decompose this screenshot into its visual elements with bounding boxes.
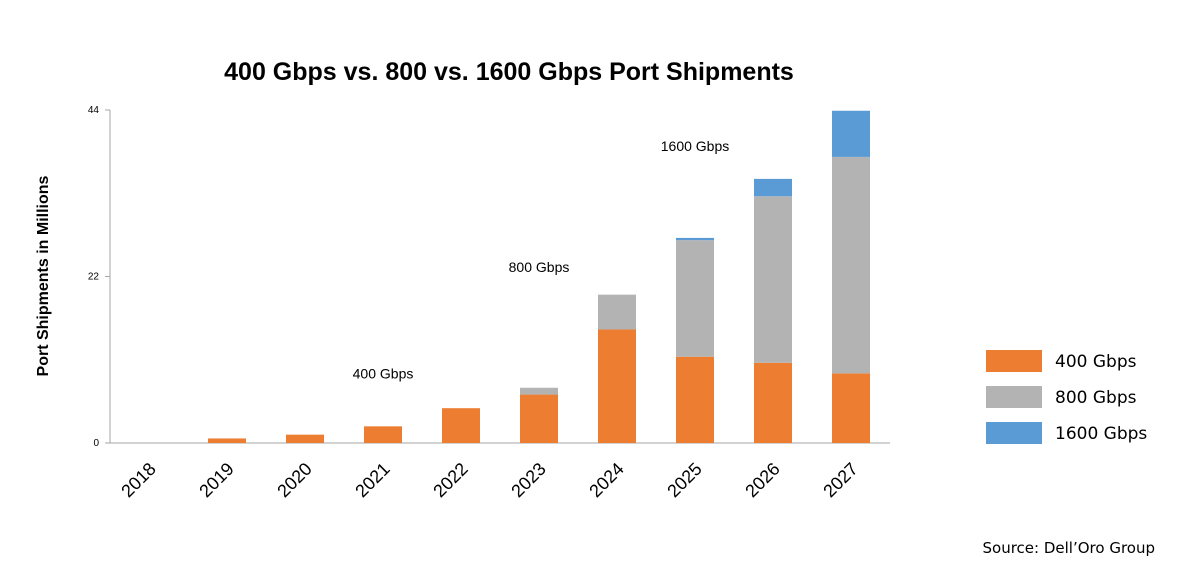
bar-1600-gbps-2025 — [676, 237, 714, 241]
bar-800-gbps-2023 — [520, 387, 558, 395]
legend: 400 Gbps 800 Gbps 1600 Gbps — [986, 350, 1147, 444]
bar-1600-gbps-2026 — [754, 178, 792, 197]
bar-400-gbps-2025 — [676, 356, 714, 443]
y-tick-label: 22 — [88, 272, 100, 283]
bar-400-gbps-2024 — [598, 329, 636, 443]
annotation-label: 400 Gbps — [353, 366, 414, 382]
y-tick-label: 44 — [88, 105, 100, 116]
annotations: 400 Gbps 800 Gbps 1600 Gbps — [353, 138, 730, 382]
bar-400-gbps-2021 — [364, 426, 402, 443]
bar-400-gbps-2022 — [442, 408, 480, 443]
annotation-label: 1600 Gbps — [661, 138, 730, 154]
bar-400-gbps-2023 — [520, 394, 558, 443]
bar-400-gbps-2026 — [754, 362, 792, 443]
x-tick-label: 2018 — [117, 459, 159, 501]
source-note: Source: Dell’Oro Group — [983, 539, 1155, 557]
bar-400-gbps-2019 — [208, 438, 246, 443]
y-axis-label: Port Shipments in Millions — [35, 175, 52, 376]
legend-label: 400 Gbps — [1055, 352, 1137, 372]
y-ticks: 0 22 44 — [88, 105, 110, 449]
bar-800-gbps-2025 — [676, 240, 714, 357]
legend-label: 800 Gbps — [1055, 388, 1137, 408]
legend-swatch-400-gbps — [986, 350, 1042, 372]
bars — [208, 110, 870, 443]
x-ticks: 2018 2019 2020 2021 2022 2023 2024 2025 2026 2027 — [117, 459, 861, 501]
legend-swatch-1600-gbps — [986, 422, 1042, 444]
x-tick-label: 2025 — [663, 459, 705, 501]
x-tick-label: 2023 — [507, 459, 549, 501]
x-tick-label: 2020 — [273, 459, 315, 501]
annotation-label: 800 Gbps — [509, 259, 570, 275]
bar-800-gbps-2026 — [754, 196, 792, 363]
legend-swatch-800-gbps — [986, 386, 1042, 408]
x-tick-label: 2027 — [819, 459, 861, 501]
x-tick-label: 2019 — [195, 459, 237, 501]
x-tick-label: 2024 — [585, 459, 627, 501]
bar-800-gbps-2027 — [832, 156, 870, 374]
y-tick-label: 0 — [93, 438, 99, 449]
x-tick-label: 2021 — [351, 459, 393, 501]
bar-800-gbps-2024 — [598, 294, 636, 330]
chart-title: 400 Gbps vs. 800 vs. 1600 Gbps Port Ship… — [224, 58, 794, 86]
bar-1600-gbps-2027 — [832, 110, 870, 157]
x-tick-label: 2026 — [741, 459, 783, 501]
legend-label: 1600 Gbps — [1055, 424, 1147, 444]
bar-400-gbps-2027 — [832, 373, 870, 443]
bar-400-gbps-2020 — [286, 434, 324, 443]
x-tick-label: 2022 — [429, 459, 471, 501]
